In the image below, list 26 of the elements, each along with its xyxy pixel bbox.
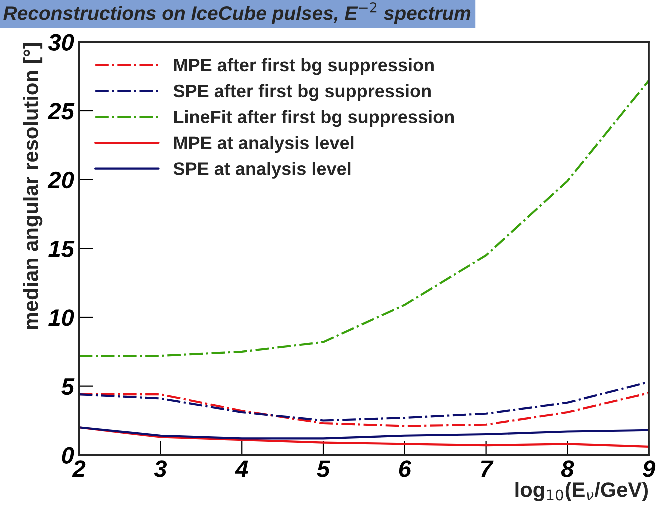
y-tick-label: 20 bbox=[48, 172, 74, 189]
legend-label: LineFit after first bg suppression bbox=[174, 110, 454, 128]
line-series bbox=[79, 426, 650, 440]
y-tick-label: 25 bbox=[48, 103, 75, 120]
y-axis-title: median angular resolution [°] bbox=[23, 43, 43, 330]
y-tick-label: 10 bbox=[48, 310, 74, 326]
x-tick-label: 2 bbox=[72, 460, 86, 478]
x-axis-title: log$_{10}$(E$_{ν}$/GeV) bbox=[516, 482, 648, 502]
chart-title: Reconstructions on IceCube pulses, E$^{−2}$ spectrum bbox=[4, 2, 471, 24]
x-tick-label: 5 bbox=[317, 460, 330, 478]
x-tick-label: 9 bbox=[643, 460, 656, 478]
line-series bbox=[79, 80, 650, 358]
x-tick-label: 8 bbox=[561, 460, 574, 478]
legend-label: MPE after first bg suppression bbox=[174, 58, 434, 76]
y-tick-label: 30 bbox=[48, 34, 74, 51]
y-tick-label: 5 bbox=[62, 378, 75, 396]
y-tick-label: 0 bbox=[62, 447, 74, 464]
x-tick-label: 6 bbox=[399, 460, 412, 478]
line-series bbox=[79, 381, 650, 422]
legend-label: SPE after first bg suppression bbox=[174, 84, 431, 102]
legend-label: SPE at analysis level bbox=[174, 162, 351, 179]
y-tick-label: 15 bbox=[48, 240, 75, 258]
x-tick-label: 4 bbox=[235, 460, 248, 478]
x-tick-label: 7 bbox=[481, 460, 494, 478]
x-tick-label: 3 bbox=[154, 460, 168, 478]
legend-label: MPE at analysis level bbox=[174, 136, 354, 154]
